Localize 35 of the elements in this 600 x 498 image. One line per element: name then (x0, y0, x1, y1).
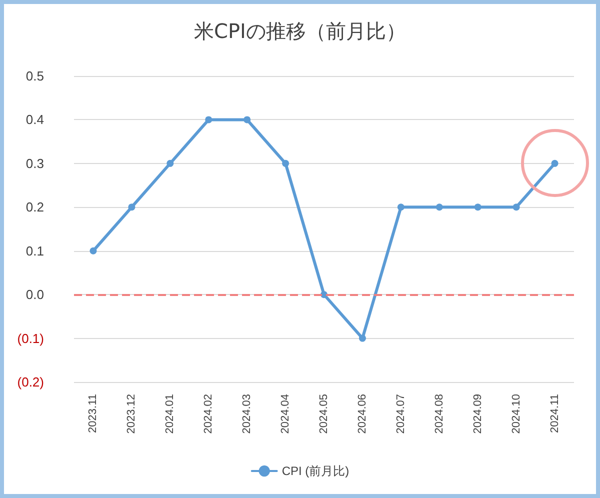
point (166, 160, 174, 167)
x-tick-label: 2024.01 (164, 394, 176, 434)
y-tick-label: 0.5 (26, 68, 44, 84)
point (205, 116, 212, 124)
point (282, 160, 290, 167)
point (358, 334, 366, 342)
y-tick-label: (0.1) (17, 330, 44, 346)
x-tick-label: 2024.02 (202, 394, 215, 434)
x-tick-label: 2024.07 (394, 394, 407, 434)
point (90, 247, 97, 254)
y-tick-label: 0.4 (26, 112, 44, 128)
point (244, 116, 251, 124)
x-tick-label: 2024.08 (433, 394, 446, 434)
point (128, 204, 136, 211)
x-tick-label: 2023.12 (126, 394, 138, 434)
x-tick-label: 2024.03 (241, 394, 254, 434)
point (397, 204, 404, 211)
point (551, 160, 558, 167)
x-tick-label: 2023.11 (87, 394, 100, 433)
x-tick-label: 2024.11 (548, 394, 561, 433)
x-tick-label: 2024.05 (318, 394, 330, 434)
y-tick-label: 0.3 (26, 156, 44, 171)
x-tick-label: 2024.10 (510, 394, 522, 434)
point (436, 204, 443, 211)
chart-title: 米CPIの推移（前月比） (194, 19, 406, 43)
point (474, 204, 482, 211)
y-tick-label: 0.1 (26, 243, 44, 258)
x-tick-label: 2024.06 (356, 394, 368, 434)
y-tick-label: 0.2 (26, 200, 44, 215)
x-tick-label: 2024.09 (472, 394, 484, 434)
point (512, 204, 520, 211)
y-tick-label: 0.0 (26, 287, 44, 302)
legend-label: CPI (前月比) (282, 464, 350, 478)
x-tick-label: 2024.04 (280, 394, 292, 434)
y-tick-label: (0.2) (17, 374, 44, 390)
